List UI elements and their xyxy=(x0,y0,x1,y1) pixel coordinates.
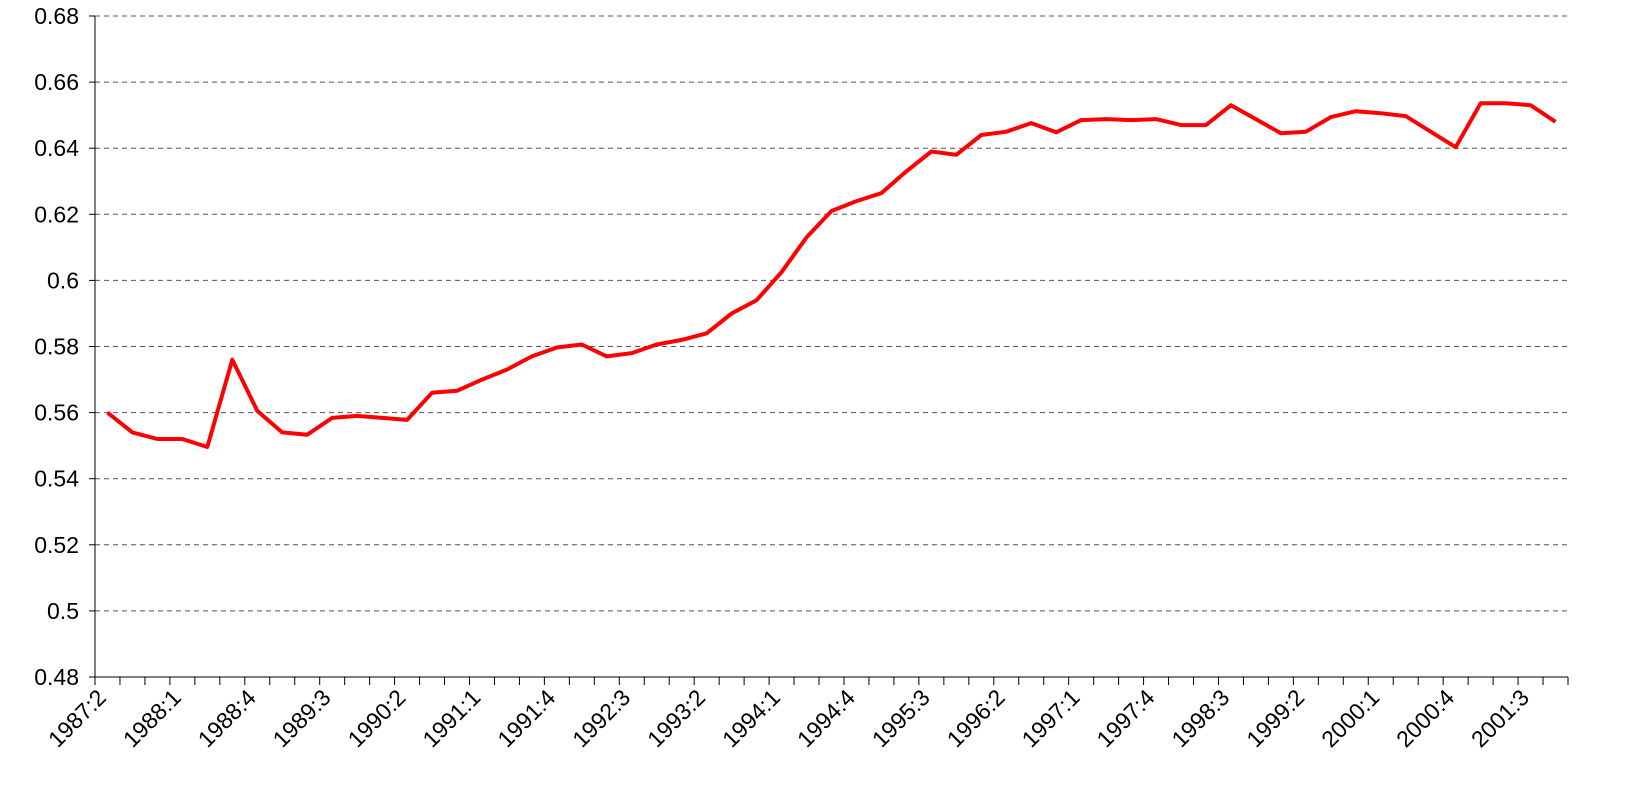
x-tick-label: 1987:2 xyxy=(43,684,111,752)
y-tick-label: 0.56 xyxy=(34,400,79,426)
x-tick-label: 1988:1 xyxy=(118,684,186,752)
x-tick-label: 1990:2 xyxy=(342,684,410,752)
y-tick-label: 0.48 xyxy=(34,664,79,690)
x-tick-label: 1997:4 xyxy=(1091,684,1159,752)
y-tick-label: 0.58 xyxy=(34,334,79,360)
x-tick-label: 2000:4 xyxy=(1391,684,1459,752)
x-tick-label: 2000:1 xyxy=(1316,684,1384,752)
y-tick-label: 0.6 xyxy=(47,267,79,293)
x-tick-label: 1999:2 xyxy=(1241,684,1309,752)
x-tick-label: 1994:1 xyxy=(717,684,785,752)
x-tick-label: 1992:3 xyxy=(567,684,635,752)
x-tick-label: 1991:4 xyxy=(492,684,560,752)
y-tick-label: 0.66 xyxy=(34,69,79,95)
x-tick-label: 1989:3 xyxy=(268,684,336,752)
y-tick-label: 0.5 xyxy=(47,598,79,624)
x-tick-label: 1997:1 xyxy=(1017,684,1085,752)
y-tick-label: 0.54 xyxy=(34,466,79,492)
y-tick-label: 0.68 xyxy=(34,3,79,29)
x-tick-label: 1996:2 xyxy=(942,684,1010,752)
y-tick-label: 0.52 xyxy=(34,532,79,558)
x-tick-label: 1998:3 xyxy=(1166,684,1234,752)
y-tick-label: 0.62 xyxy=(34,201,79,227)
x-tick-label: 1993:2 xyxy=(642,684,710,752)
x-tick-label: 1994:4 xyxy=(792,684,860,752)
x-tick-label: 1988:4 xyxy=(193,684,261,752)
y-tick-label: 0.64 xyxy=(34,135,79,161)
x-tick-label: 2001:3 xyxy=(1466,684,1534,752)
x-tick-label: 1991:1 xyxy=(417,684,485,752)
line-series xyxy=(106,101,1557,449)
x-tick-label: 1995:3 xyxy=(867,684,935,752)
